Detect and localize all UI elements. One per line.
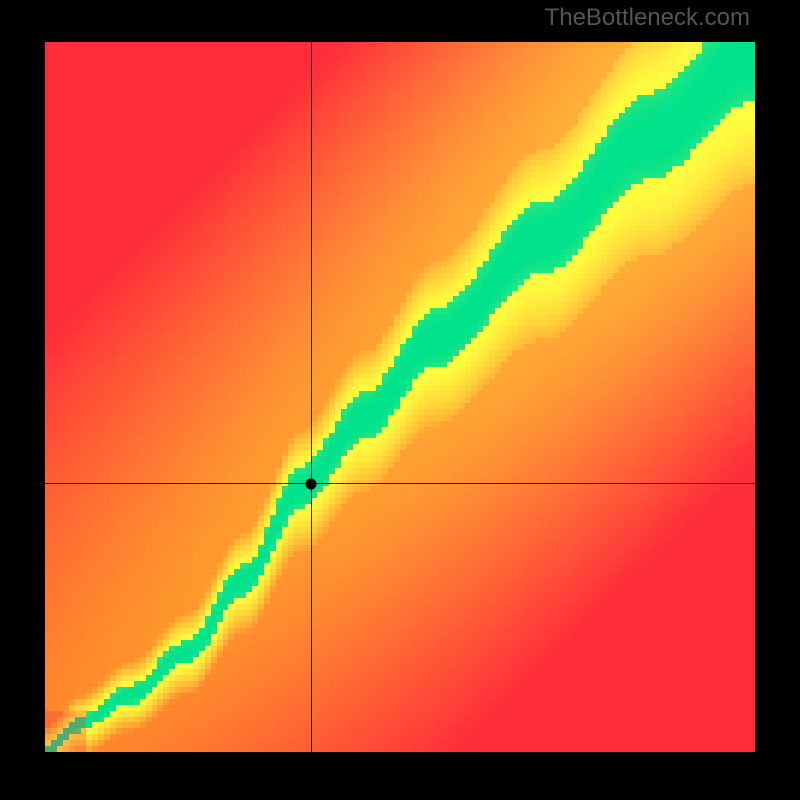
- plot-area: [45, 42, 755, 752]
- crosshair-marker: [306, 478, 317, 489]
- chart-container: TheBottleneck.com: [0, 0, 800, 800]
- crosshair-vertical: [311, 42, 312, 752]
- heatmap-canvas: [45, 42, 755, 752]
- crosshair-horizontal: [45, 483, 755, 484]
- attribution-text: TheBottleneck.com: [545, 4, 750, 32]
